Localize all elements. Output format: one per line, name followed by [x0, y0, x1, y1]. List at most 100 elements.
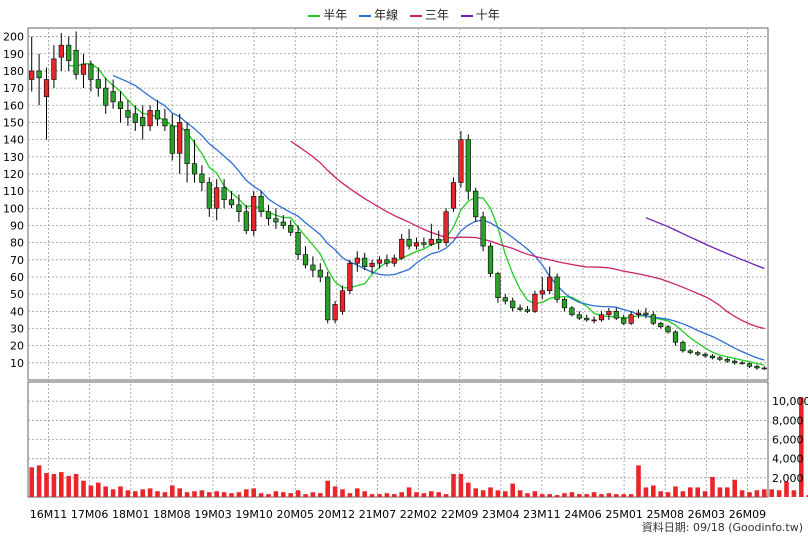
volume-bar	[688, 487, 693, 497]
legend-swatch-ten-year	[460, 14, 473, 17]
candle-body	[739, 362, 745, 365]
candle-body	[88, 63, 94, 80]
legend-label-half-year: 半年	[323, 8, 348, 22]
volume-bar	[281, 492, 286, 497]
volume-bar	[170, 485, 175, 497]
candle-body	[584, 317, 590, 321]
volume-bar	[125, 490, 131, 497]
volume-tick-label: 4,000	[772, 453, 804, 466]
volume-bar	[577, 494, 582, 497]
volume-bar	[665, 492, 671, 497]
volume-tick-label: 8,000	[772, 414, 804, 427]
candle-body	[465, 139, 471, 192]
volume-bar	[466, 482, 471, 497]
volume-bar	[192, 491, 197, 497]
price-tick-label: 20	[10, 340, 24, 353]
candle-body	[569, 307, 575, 316]
price-tick-label: 180	[3, 65, 24, 78]
volume-bar	[384, 493, 390, 497]
candle-body	[413, 242, 420, 247]
volume-bar	[762, 489, 767, 497]
volume-bar	[266, 494, 271, 497]
volume-bar	[517, 490, 523, 497]
ma-half-year-line	[68, 63, 765, 366]
volume-bar	[791, 490, 797, 497]
volume-bar	[406, 487, 412, 497]
candle-body	[547, 276, 553, 292]
volume-bar	[429, 491, 434, 497]
axis-layer: 10 20 30 40 50 60 70 80 90 100 110 120 130 140 150 160 1…	[3, 31, 808, 521]
candle-body	[450, 182, 457, 209]
candle-body	[147, 110, 153, 127]
candle-body	[473, 190, 479, 218]
ma-ten-year-line	[645, 217, 765, 270]
volume-bar	[147, 488, 153, 497]
volume-bar	[421, 493, 427, 497]
candle-body	[487, 245, 494, 274]
price-tick-label: 170	[3, 82, 24, 95]
price-tick-label: 110	[3, 185, 24, 198]
ma-three-year-line	[290, 140, 765, 330]
volume-bar	[784, 481, 789, 497]
volume-bar	[414, 492, 419, 497]
price-tick-label: 10	[10, 357, 24, 370]
candle-body	[169, 125, 175, 154]
volume-bar	[806, 495, 808, 497]
volume-bar	[725, 487, 730, 497]
candle-body	[206, 182, 212, 209]
candle-body	[317, 269, 323, 278]
candle-body	[354, 257, 360, 264]
volume-bar	[310, 492, 316, 497]
candle-body	[191, 163, 198, 175]
legend-label-ten-year: 十年	[475, 8, 500, 22]
candle-body	[576, 314, 582, 319]
volume-layer	[29, 397, 808, 497]
volume-bar	[754, 490, 760, 497]
price-tick-label: 90	[10, 219, 24, 232]
price-tick-label: 100	[3, 202, 24, 215]
volume-bar	[133, 491, 138, 497]
volume-bar	[747, 492, 752, 497]
volume-bar	[96, 482, 101, 497]
volume-tick-label: 10,000	[772, 395, 808, 408]
x-tick-label: 23M11	[523, 508, 561, 521]
legend-item-half-year: 半年	[308, 6, 347, 23]
candle-body	[280, 221, 286, 226]
candle-body	[162, 118, 168, 127]
candle-body	[251, 195, 257, 231]
x-tick-label: 20M12	[318, 508, 356, 521]
volume-bar	[118, 486, 123, 497]
price-tick-label: 50	[10, 288, 24, 301]
candle-body	[95, 79, 101, 89]
volume-bar	[673, 486, 678, 497]
ma-year-line	[112, 74, 765, 361]
volume-bar	[303, 494, 308, 497]
volume-bar	[628, 494, 634, 497]
candle-body	[680, 341, 686, 352]
price-tick-label: 60	[10, 271, 24, 284]
candle-body	[43, 79, 50, 97]
candle-body	[51, 58, 57, 80]
volume-bar	[510, 483, 515, 497]
candle-body	[613, 311, 619, 319]
candle-body	[295, 232, 301, 255]
volume-bar	[569, 492, 575, 497]
volume-bar	[525, 493, 530, 497]
volume-bar	[88, 485, 94, 497]
chart-legend: 半年 年線 三年 十年	[0, 6, 808, 23]
candle-body	[376, 259, 383, 264]
candle-body	[58, 44, 64, 58]
legend-item-three-year: 三年	[409, 6, 449, 23]
volume-bar	[480, 490, 486, 497]
volume-bar	[717, 487, 723, 497]
legend-item-ten-year: 十年	[460, 6, 500, 23]
volume-bar	[214, 491, 219, 497]
volume-bar	[66, 475, 71, 497]
candle-body	[258, 195, 264, 213]
x-tick-label: 20M05	[276, 508, 314, 521]
candle-body	[265, 211, 272, 219]
volume-bar	[318, 493, 323, 497]
candle-body	[495, 273, 501, 298]
candle-body	[384, 259, 390, 264]
volume-bar	[207, 492, 212, 497]
